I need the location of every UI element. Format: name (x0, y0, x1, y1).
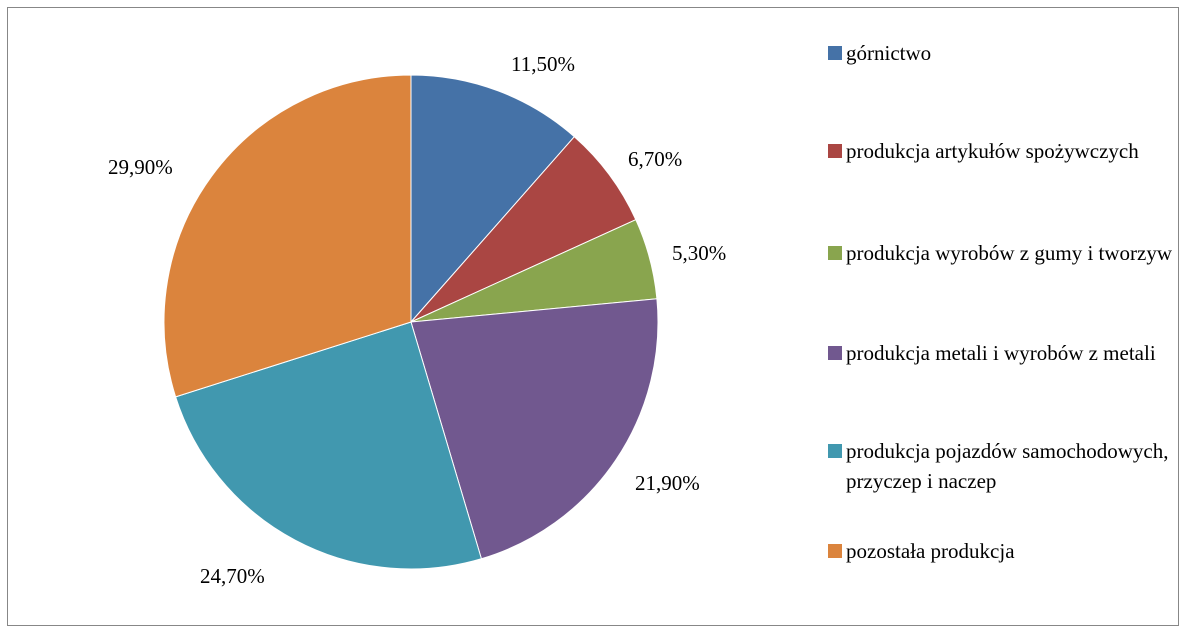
legend-label: górnictwo (846, 41, 932, 65)
pie-slice-pozostala (163, 74, 412, 398)
pie-slice-gornictwo (410, 74, 576, 324)
legend-item-artykuly-spozywcze: produkcja artykułów spożywczych (828, 136, 1173, 166)
data-label-gornictwo: 11,50% (511, 52, 575, 76)
legend-item-guma-tworzywa: produkcja wyrobów z gumy i tworzyw (828, 238, 1173, 268)
legend-label: produkcja metali i wyrobów z metali (846, 341, 1156, 365)
chart-frame: 11,50% 6,70% 5,30% 21,90% 24,70% 29,90% … (7, 7, 1179, 626)
pie-slice-pojazdy (174, 321, 483, 570)
data-label-artykuly-spozywcze: 6,70% (628, 147, 683, 171)
pie-slice-metale (410, 298, 659, 560)
legend-label: pozostała produkcja (846, 539, 1015, 563)
legend-label: produkcja pojazdów samochodowych, przycz… (846, 439, 1169, 493)
legend-label: produkcja wyrobów z gumy i tworzyw (846, 241, 1173, 265)
legend-item-metale: produkcja metali i wyrobów z metali (828, 338, 1173, 368)
legend-swatch (828, 46, 842, 60)
legend-item-pozostala: pozostała produkcja (828, 536, 1173, 566)
data-label-pozostala: 29,90% (108, 155, 173, 179)
data-label-guma-tworzywa: 5,30% (672, 241, 727, 265)
legend-swatch (828, 544, 842, 558)
legend-swatch (828, 144, 842, 158)
legend-item-gornictwo: górnictwo (828, 38, 1173, 68)
legend-swatch (828, 444, 842, 458)
legend-swatch (828, 246, 842, 260)
pie-chart (163, 74, 659, 570)
legend-label: produkcja artykułów spożywczych (846, 139, 1139, 163)
data-label-pojazdy: 24,70% (200, 564, 265, 588)
data-label-metale: 21,90% (635, 471, 700, 495)
legend-swatch (828, 346, 842, 360)
legend-item-pojazdy: produkcja pojazdów samochodowych, przycz… (828, 436, 1173, 496)
